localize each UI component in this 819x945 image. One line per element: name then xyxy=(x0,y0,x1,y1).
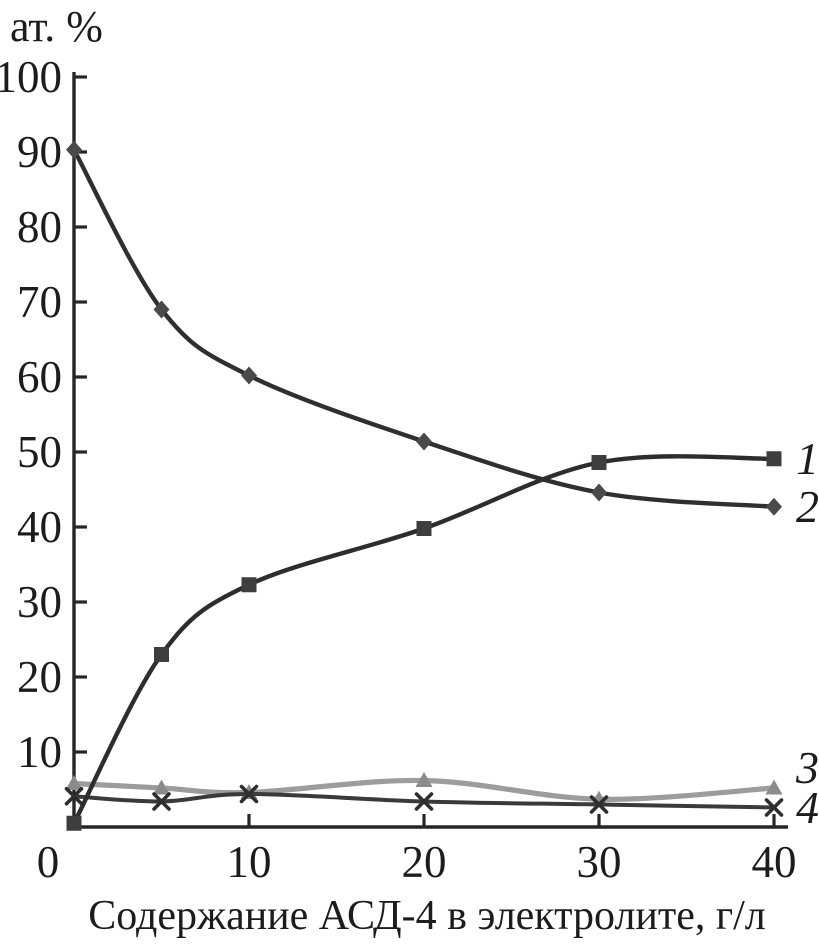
y-tick-label-60: 60 xyxy=(17,352,62,402)
series-4-x-marker xyxy=(414,792,434,811)
y-tick-label-90: 90 xyxy=(17,127,62,177)
series-2-diamond-marker xyxy=(241,366,257,385)
x-axis-label: Содержание АСД-4 в электролите, г/л xyxy=(88,893,766,939)
series-2-diamond-marker xyxy=(591,483,607,502)
series-4-x-marker xyxy=(239,784,259,804)
series-2-diamond-marker xyxy=(766,497,782,516)
series-4-x-marker xyxy=(764,798,784,817)
series-label-3: 3 xyxy=(796,741,819,793)
x-tick-label-40: 40 xyxy=(751,837,797,887)
y-axis-title: ат. % xyxy=(10,2,103,51)
y-tick-label-80: 80 xyxy=(17,202,62,252)
x-tick-label-20: 20 xyxy=(401,837,447,887)
series-label-1: 1 xyxy=(796,432,819,484)
series-3-triangle-marker xyxy=(765,779,783,795)
series-label-2: 2 xyxy=(796,480,819,532)
y-tick-label-10: 10 xyxy=(17,727,62,777)
y-tick-label-100: 100 xyxy=(0,52,62,102)
y-tick-label-70: 70 xyxy=(17,277,62,327)
series-1-square-marker xyxy=(591,455,607,470)
series-2-diamond-marker xyxy=(416,432,432,451)
series-label-4: 4 xyxy=(796,781,819,833)
series-2-diamond-marker xyxy=(153,300,170,319)
y-tick-label-50: 50 xyxy=(17,427,62,477)
series-3-triangle-marker xyxy=(415,772,433,787)
series-1-square-marker xyxy=(241,577,257,593)
series-3-triangle-marker xyxy=(65,775,83,790)
y-tick-label-40: 40 xyxy=(17,502,62,552)
x-tick-label-0: 0 xyxy=(36,837,60,887)
series-1-line xyxy=(71,454,777,826)
series-1-square-marker xyxy=(416,521,432,536)
y-tick-label-30: 30 xyxy=(17,577,62,627)
series-4-x-marker xyxy=(64,786,84,806)
series-1-square-marker xyxy=(66,815,82,831)
y-tick-label-20: 20 xyxy=(17,652,62,702)
series-3-triangle-marker xyxy=(153,779,170,795)
series-1-square-marker xyxy=(154,647,169,662)
x-tick-label-10: 10 xyxy=(226,837,272,887)
series-2-line xyxy=(71,147,777,509)
series-4-x-marker xyxy=(152,792,171,811)
x-tick-label-30: 30 xyxy=(576,837,622,887)
series-4-x-marker xyxy=(589,795,609,814)
series-1-square-marker xyxy=(766,451,782,467)
series-2-diamond-marker xyxy=(66,140,82,159)
